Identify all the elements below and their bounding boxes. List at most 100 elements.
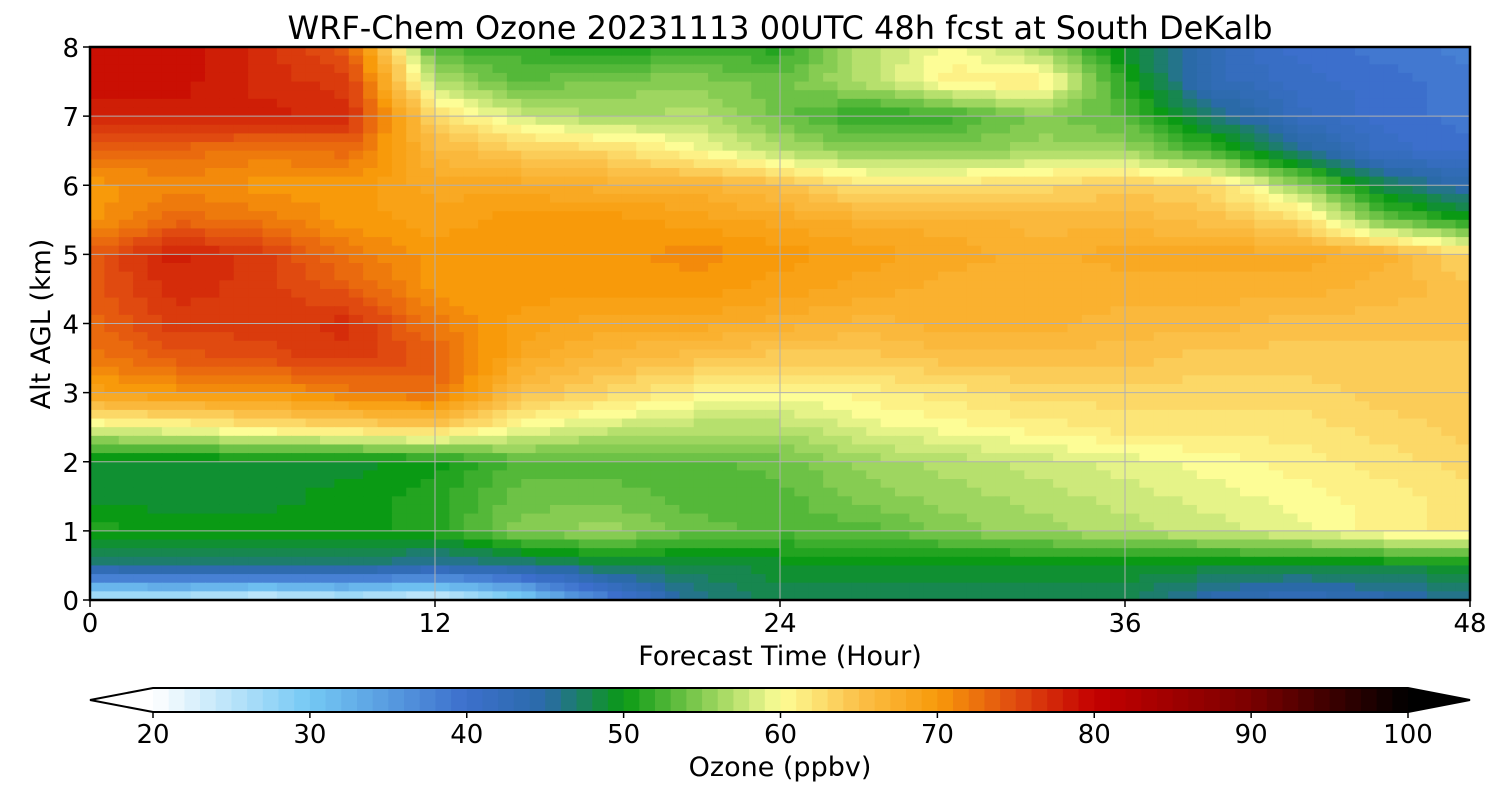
heatmap-cell <box>334 142 350 152</box>
heatmap-cell <box>895 185 910 195</box>
heatmap-cell <box>1096 150 1112 160</box>
heatmap-cell <box>1125 470 1140 480</box>
heatmap-cell <box>966 314 982 325</box>
heatmap-cell <box>291 306 307 316</box>
heatmap-cell <box>938 306 954 316</box>
heatmap-cell <box>248 435 264 446</box>
heatmap-cell <box>147 228 163 238</box>
heatmap-cell <box>377 487 393 497</box>
heatmap-cell <box>808 193 824 204</box>
heatmap-cell <box>1355 124 1370 135</box>
heatmap-cell <box>808 375 824 385</box>
heatmap-cell <box>420 98 436 109</box>
heatmap-cell <box>578 254 594 264</box>
heatmap-cell <box>650 193 666 204</box>
heatmap-cell <box>722 176 738 186</box>
heatmap-cell <box>305 297 321 307</box>
heatmap-cell <box>1010 401 1025 411</box>
heatmap-cell <box>420 418 436 428</box>
heatmap-cell <box>161 392 177 402</box>
heatmap-cell <box>751 142 767 152</box>
heatmap-cell <box>305 263 321 273</box>
heatmap-cell <box>1326 271 1342 281</box>
heatmap-cell <box>1355 453 1370 463</box>
heatmap-cell <box>952 72 968 83</box>
heatmap-cell <box>765 81 781 91</box>
heatmap-cell <box>823 409 839 420</box>
heatmap-cell <box>1355 444 1370 454</box>
heatmap-cell <box>1340 323 1356 333</box>
heatmap-cell <box>564 116 580 126</box>
heatmap-cell <box>535 323 551 333</box>
heatmap-cell <box>1383 211 1399 221</box>
heatmap-cell <box>1268 401 1284 411</box>
heatmap-cell <box>665 427 680 437</box>
heatmap-cell <box>981 263 997 273</box>
heatmap-cell <box>1196 297 1212 307</box>
heatmap-cell <box>1053 124 1069 135</box>
heatmap-cell <box>233 72 249 83</box>
heatmap-cell <box>377 383 393 394</box>
heatmap-cell <box>406 219 422 230</box>
heatmap-cell <box>823 392 839 402</box>
heatmap-cell <box>1398 176 1414 186</box>
heatmap-cell <box>880 237 896 247</box>
heatmap-cell <box>880 98 896 109</box>
heatmap-cell <box>1326 185 1342 195</box>
heatmap-cell <box>1067 245 1083 255</box>
heatmap-cell <box>1225 81 1241 91</box>
heatmap-cell <box>981 124 997 135</box>
heatmap-cell <box>650 116 666 126</box>
heatmap-cell <box>391 133 407 143</box>
heatmap-cell <box>492 185 508 195</box>
heatmap-cell <box>521 193 537 204</box>
heatmap-cell <box>1268 72 1284 83</box>
heatmap-cell <box>521 219 537 230</box>
heatmap-cell <box>621 288 637 299</box>
heatmap-cell <box>305 435 321 446</box>
heatmap-cell <box>578 375 594 385</box>
heatmap-cell <box>909 358 925 368</box>
heatmap-cell <box>708 280 724 290</box>
heatmap-cell <box>880 133 896 143</box>
heatmap-cell <box>578 444 594 454</box>
heatmap-cell <box>1139 461 1155 471</box>
heatmap-cell <box>463 332 479 342</box>
heatmap-cell <box>564 185 580 195</box>
heatmap-cell <box>1125 401 1140 411</box>
heatmap-cell <box>1426 263 1442 273</box>
heatmap-cell <box>1196 470 1212 480</box>
heatmap-cell <box>435 332 450 342</box>
heatmap-cell <box>521 159 537 169</box>
heatmap-cell <box>334 159 350 169</box>
heatmap-cell <box>708 81 724 91</box>
heatmap-cell <box>133 107 149 117</box>
heatmap-cell <box>708 167 724 178</box>
heatmap-cell <box>248 453 264 463</box>
heatmap-cell <box>406 81 422 91</box>
heatmap-cell <box>1398 435 1414 446</box>
heatmap-cell <box>837 453 853 463</box>
heatmap-cell <box>1024 297 1040 307</box>
heatmap-cell <box>780 392 795 402</box>
heatmap-cell <box>722 107 738 117</box>
heatmap-cell <box>650 340 666 351</box>
heatmap-cell <box>938 90 954 100</box>
heatmap-cell <box>621 263 637 273</box>
heatmap-cell <box>1225 383 1241 394</box>
heatmap-cell <box>1110 193 1126 204</box>
heatmap-cell <box>823 383 839 394</box>
heatmap-cell <box>391 453 407 463</box>
heatmap-cell <box>679 185 695 195</box>
heatmap-cell <box>837 98 853 109</box>
heatmap-cell <box>880 461 896 471</box>
heatmap-cell <box>506 323 522 333</box>
heatmap-cell <box>118 409 134 420</box>
heatmap-cell <box>621 435 637 446</box>
heatmap-cell <box>535 349 551 359</box>
heatmap-cell <box>851 263 867 273</box>
heatmap-cell <box>1196 142 1212 152</box>
heatmap-cell <box>966 72 982 83</box>
heatmap-cell <box>923 444 939 454</box>
heatmap-cell <box>506 401 522 411</box>
